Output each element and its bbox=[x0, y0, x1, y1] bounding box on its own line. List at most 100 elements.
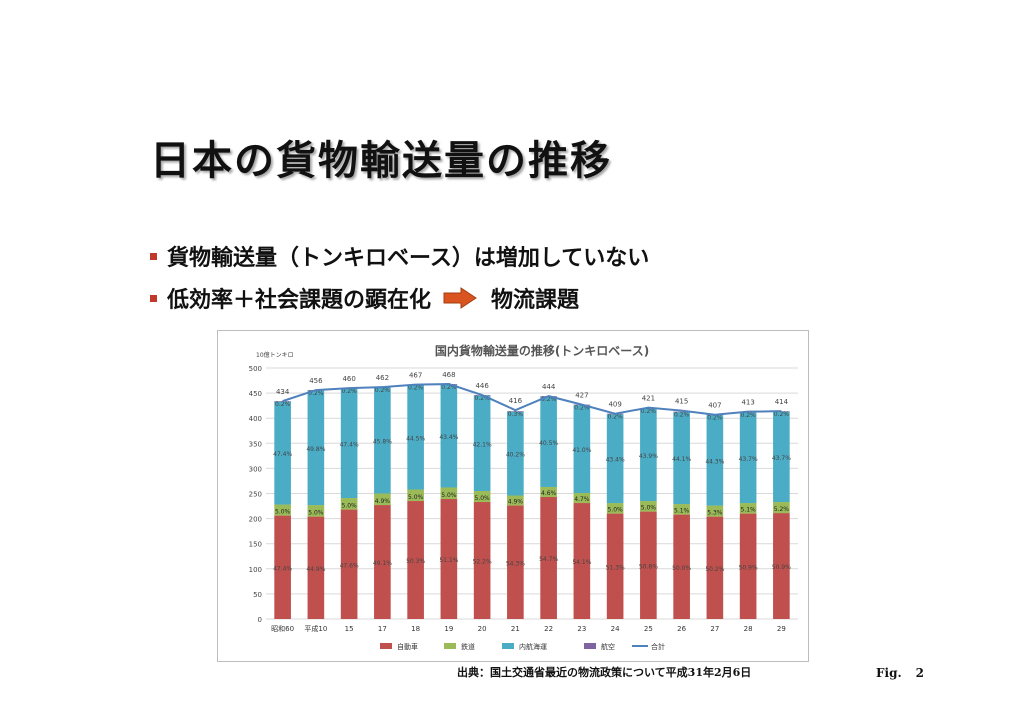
bullet-square-icon bbox=[150, 252, 157, 260]
segment-label: 49.1% bbox=[373, 560, 392, 567]
bar-segment bbox=[739, 503, 757, 514]
y-tick-label: 350 bbox=[249, 440, 262, 448]
bar-segment bbox=[274, 504, 291, 516]
legend-label: 内航海運 bbox=[519, 642, 547, 651]
bar-segment bbox=[739, 412, 757, 504]
segment-label: 54.7% bbox=[539, 556, 558, 563]
bar-segment bbox=[340, 388, 358, 499]
bar-segment bbox=[507, 505, 524, 619]
total-value-label: 414 bbox=[775, 398, 789, 406]
segment-label: 0.2% bbox=[608, 414, 624, 421]
bar-segment bbox=[773, 411, 790, 503]
segment-label: 50.3% bbox=[406, 558, 425, 565]
segment-label: 47.6% bbox=[340, 562, 359, 569]
bar-segment bbox=[274, 401, 291, 505]
segment-label: 0.2% bbox=[774, 411, 790, 418]
segment-label: 50.0% bbox=[672, 565, 691, 572]
bar-segment bbox=[540, 486, 557, 498]
x-tick-label: 26 bbox=[677, 625, 686, 633]
bar-segment bbox=[407, 501, 424, 619]
slide-title: 日本の貨物輸送量の推移 bbox=[150, 137, 612, 184]
segment-label: 0.2% bbox=[741, 412, 757, 419]
segment-label: 4.9% bbox=[375, 498, 391, 505]
bar-segment bbox=[340, 509, 358, 619]
legend-label: 合計 bbox=[651, 642, 665, 651]
legend-label: 自動車 bbox=[397, 642, 418, 651]
total-value-label: 462 bbox=[376, 374, 389, 382]
bar-segment bbox=[374, 493, 391, 506]
total-value-label: 444 bbox=[542, 383, 556, 391]
bar-segment bbox=[606, 503, 624, 514]
segment-label: 47.4% bbox=[340, 441, 359, 448]
bar-segment bbox=[540, 497, 557, 619]
bar-segment bbox=[274, 515, 291, 619]
segment-label: 0.3% bbox=[508, 411, 524, 418]
segment-label: 5.0% bbox=[308, 510, 324, 517]
segment-label: 5.0% bbox=[408, 494, 424, 501]
segment-label: 44.5% bbox=[406, 435, 425, 442]
chart-title: 国内貨物輸送量の推移(トンキロベース) bbox=[435, 343, 649, 358]
right-arrow-icon bbox=[443, 287, 477, 309]
bar-segment bbox=[507, 411, 524, 412]
total-value-label: 434 bbox=[276, 388, 290, 396]
bar-segment bbox=[374, 505, 391, 619]
figure-prefix: Fig. bbox=[876, 666, 902, 680]
bar-segment bbox=[673, 504, 690, 515]
bar-segment bbox=[739, 513, 757, 619]
bar-segment bbox=[606, 414, 624, 504]
x-tick-label: 29 bbox=[777, 625, 786, 633]
segment-label: 0.2% bbox=[541, 396, 557, 403]
segment-label: 4.9% bbox=[508, 499, 524, 506]
segment-label: 5.1% bbox=[674, 508, 690, 515]
bar-segment bbox=[507, 495, 524, 506]
bar-segment bbox=[507, 411, 524, 496]
segment-label: 5.0% bbox=[475, 495, 491, 502]
segment-label: 0.2% bbox=[408, 385, 424, 392]
segment-label: 41.0% bbox=[572, 447, 591, 454]
segment-label: 5.0% bbox=[441, 492, 457, 499]
segment-label: 5.0% bbox=[275, 509, 291, 516]
segment-label: 5.0% bbox=[641, 505, 657, 512]
segment-label: 50.9% bbox=[772, 564, 791, 571]
figure-number: 2 bbox=[915, 666, 925, 680]
segment-label: 40.5% bbox=[539, 440, 558, 447]
segment-label: 51.1% bbox=[439, 557, 458, 564]
y-tick-label: 450 bbox=[249, 390, 262, 398]
bar-segment bbox=[440, 487, 458, 500]
segment-label: 43.7% bbox=[739, 456, 758, 463]
x-tick-label: 15 bbox=[345, 625, 354, 633]
x-tick-label: 20 bbox=[478, 625, 487, 633]
y-tick-label: 0 bbox=[258, 616, 262, 624]
bar-segment bbox=[340, 498, 358, 510]
bar-segment bbox=[407, 385, 424, 490]
segment-label: 43.7% bbox=[772, 455, 791, 462]
segment-label: 0.2% bbox=[441, 384, 457, 391]
legend-swatch bbox=[584, 643, 596, 649]
bar-segment bbox=[473, 490, 491, 503]
bar-segment bbox=[307, 505, 325, 517]
bar-segment bbox=[274, 401, 291, 402]
segment-label: 43.4% bbox=[606, 457, 625, 464]
y-tick-label: 250 bbox=[249, 491, 262, 499]
bar-segment bbox=[706, 415, 724, 506]
segment-label: 44.1% bbox=[672, 456, 691, 463]
y-tick-label: 500 bbox=[249, 365, 262, 373]
x-tick-label: 27 bbox=[710, 625, 719, 633]
x-tick-label: 23 bbox=[577, 625, 586, 633]
bullet-text-2: 低効率＋社会課題の顕在化 bbox=[167, 287, 432, 313]
x-tick-label: 17 bbox=[378, 625, 387, 633]
total-value-label: 421 bbox=[642, 395, 655, 403]
segment-label: 50.9% bbox=[739, 564, 758, 571]
x-tick-label: 18 bbox=[411, 625, 420, 633]
bar-segment bbox=[673, 514, 690, 619]
legend-label: 鉄道 bbox=[461, 642, 475, 651]
segment-label: 54.3% bbox=[506, 560, 525, 567]
segment-label: 0.2% bbox=[641, 408, 657, 415]
segment-label: 44.3% bbox=[705, 458, 724, 465]
chart-canvas: 国内貨物輸送量の推移(トンキロベース) 10億トンキロ 0 50 100 150 200 25… bbox=[249, 343, 798, 651]
y-tick-label: 300 bbox=[249, 465, 262, 473]
bullet-item-2: 低効率＋社会課題の顕在化 物流課題 bbox=[150, 282, 579, 314]
bar-segment bbox=[773, 502, 790, 514]
legend-swatch bbox=[380, 643, 392, 649]
segment-label: 49.8% bbox=[306, 446, 325, 453]
